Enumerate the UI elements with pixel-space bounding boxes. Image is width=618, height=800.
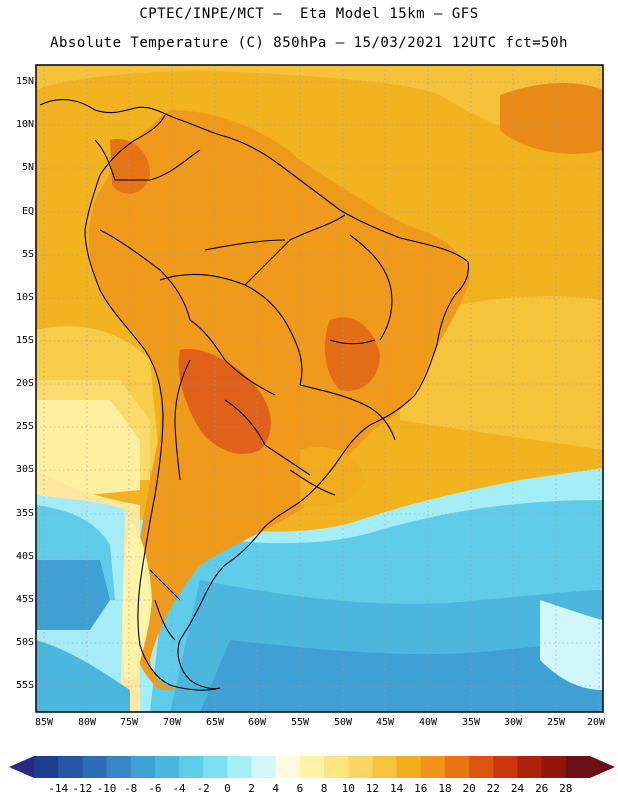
coastlines [39, 99, 469, 691]
colorbar-label: 8 [320, 782, 328, 795]
lat-label: 35S [15, 508, 34, 519]
lon-label: 65W [205, 717, 225, 728]
lat-label: 20S [15, 378, 34, 389]
lat-label: 10S [15, 292, 34, 303]
lon-label: 40W [418, 717, 438, 728]
lon-label: 20W [586, 717, 606, 728]
colorbar-label: 22 [486, 782, 500, 795]
lat-label: 50S [15, 637, 34, 648]
colorbar-label: 20 [462, 782, 476, 795]
colorbar-label: 4 [272, 782, 279, 795]
lon-label: 85W [34, 717, 54, 728]
lat-label: 5N [21, 162, 34, 173]
lon-label: 80W [77, 717, 97, 728]
colorbar-cell [130, 756, 156, 778]
colorbar-label: -10 [96, 782, 117, 795]
colorbar-cell [348, 756, 373, 778]
colorbar-arrow-right [590, 756, 615, 778]
colorbar-cell [82, 756, 108, 778]
colorbar-cell [275, 756, 301, 778]
lon-label: 25W [546, 717, 566, 728]
colorbar-label: -2 [196, 782, 210, 795]
colorbar-cell [34, 756, 59, 778]
chart-subtitle: Absolute Temperature (C) 850hPa – 15/03/… [50, 35, 568, 51]
colorbar-label: 14 [389, 782, 404, 795]
colorbar-label: -4 [172, 782, 186, 795]
colorbar-label: -14 [48, 782, 69, 795]
colorbar [9, 756, 615, 778]
colorbar-cell [541, 756, 567, 778]
colorbar-label: 10 [341, 782, 355, 795]
colorbar-cell [565, 756, 591, 778]
colorbar-label: 24 [510, 782, 525, 795]
lon-label: 70W [162, 717, 182, 728]
lon-label: 30W [503, 717, 523, 728]
lat-label: 40S [15, 551, 34, 562]
colorbar-cell [420, 756, 446, 778]
lon-label: 55W [290, 717, 310, 728]
colorbar-cell [324, 756, 349, 778]
lat-label: 45S [15, 594, 34, 605]
colorbar-cell [58, 756, 83, 778]
map-frame [35, 64, 604, 713]
colorbar-cell [299, 756, 325, 778]
colorbar-cell [106, 756, 132, 778]
colorbar-cell [154, 756, 180, 778]
lon-label: 35W [461, 717, 481, 728]
colorbar-label: 2 [248, 782, 255, 795]
lon-label: 45W [375, 717, 395, 728]
colorbar-cell [203, 756, 228, 778]
lat-label: 10N [15, 119, 34, 130]
colorbar-label: 26 [535, 782, 549, 795]
colorbar-label: 6 [296, 782, 304, 795]
colorbar-cell [469, 756, 494, 778]
lon-label: 50W [333, 717, 353, 728]
lat-label: EQ [21, 206, 34, 217]
colorbar-label: 28 [559, 782, 573, 795]
colorbar-label: -6 [148, 782, 162, 795]
lat-label: 55S [15, 680, 34, 691]
colorbar-arrow-left [9, 756, 34, 778]
lat-label: 15N [15, 76, 34, 87]
colorbar-cell [227, 756, 253, 778]
lat-label: 5S [21, 249, 34, 260]
colorbar-cell [517, 756, 543, 778]
temperature-field [36, 65, 603, 712]
lon-label: 60W [247, 717, 267, 728]
colorbar-label: 16 [414, 782, 428, 795]
lat-label: 25S [15, 421, 34, 432]
colorbar-cell [396, 756, 422, 778]
colorbar-cell [179, 756, 204, 778]
colorbar-label: -8 [124, 782, 138, 795]
colorbar-label: 12 [365, 782, 380, 795]
colorbar-cells [34, 756, 591, 778]
colorbar-cell [444, 756, 470, 778]
colorbar-label: -12 [72, 782, 93, 795]
colorbar-label: 0 [224, 782, 231, 795]
lat-label: 30S [15, 464, 34, 475]
colorbar-cell [372, 756, 398, 778]
chart-title: CPTEC/INPE/MCT – Eta Model 15km – GFS [139, 6, 479, 22]
lon-label: 75W [119, 717, 139, 728]
map-gridlines [36, 65, 603, 712]
colorbar-cell [493, 756, 518, 778]
lat-label: 15S [15, 335, 34, 346]
colorbar-label: 18 [438, 782, 452, 795]
colorbar-cell [251, 756, 277, 778]
